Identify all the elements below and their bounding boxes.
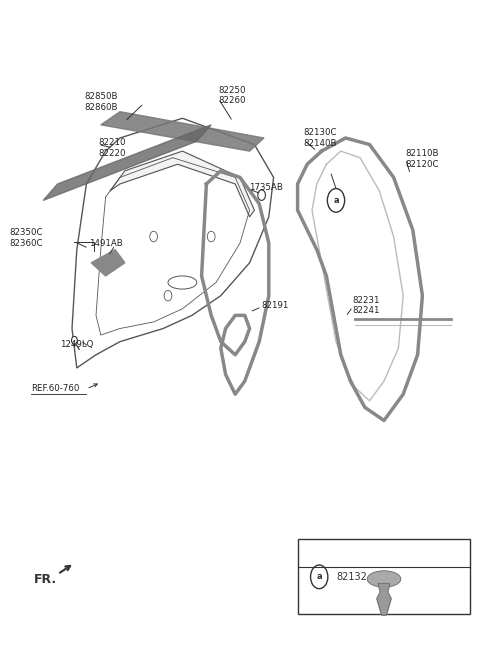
Ellipse shape: [367, 571, 401, 587]
Text: 82191: 82191: [262, 301, 289, 310]
Text: 82132: 82132: [336, 572, 367, 582]
Text: 1735AB: 1735AB: [249, 183, 283, 192]
Circle shape: [258, 190, 265, 200]
Text: 1491AB: 1491AB: [89, 238, 122, 248]
Text: 82231
82241: 82231 82241: [353, 296, 380, 315]
Polygon shape: [377, 583, 391, 615]
Text: FR.: FR.: [34, 573, 57, 586]
Text: 82210
82220: 82210 82220: [98, 138, 126, 158]
FancyBboxPatch shape: [298, 539, 470, 614]
Text: a: a: [333, 196, 339, 205]
Text: 82130C
82140B: 82130C 82140B: [304, 128, 337, 148]
Polygon shape: [110, 151, 254, 217]
Text: REF.60-760: REF.60-760: [31, 384, 80, 394]
Text: 82250
82260: 82250 82260: [218, 85, 246, 105]
Circle shape: [327, 189, 345, 212]
Circle shape: [311, 565, 328, 589]
Text: 1249LQ: 1249LQ: [60, 340, 94, 350]
Text: 82110B
82120C: 82110B 82120C: [406, 149, 439, 169]
Text: 82350C
82360C: 82350C 82360C: [10, 228, 43, 248]
Text: 82850B
82860B: 82850B 82860B: [84, 92, 118, 112]
Text: a: a: [316, 572, 322, 581]
Circle shape: [72, 336, 77, 344]
Polygon shape: [43, 125, 211, 200]
Polygon shape: [101, 112, 264, 151]
Polygon shape: [91, 250, 125, 276]
